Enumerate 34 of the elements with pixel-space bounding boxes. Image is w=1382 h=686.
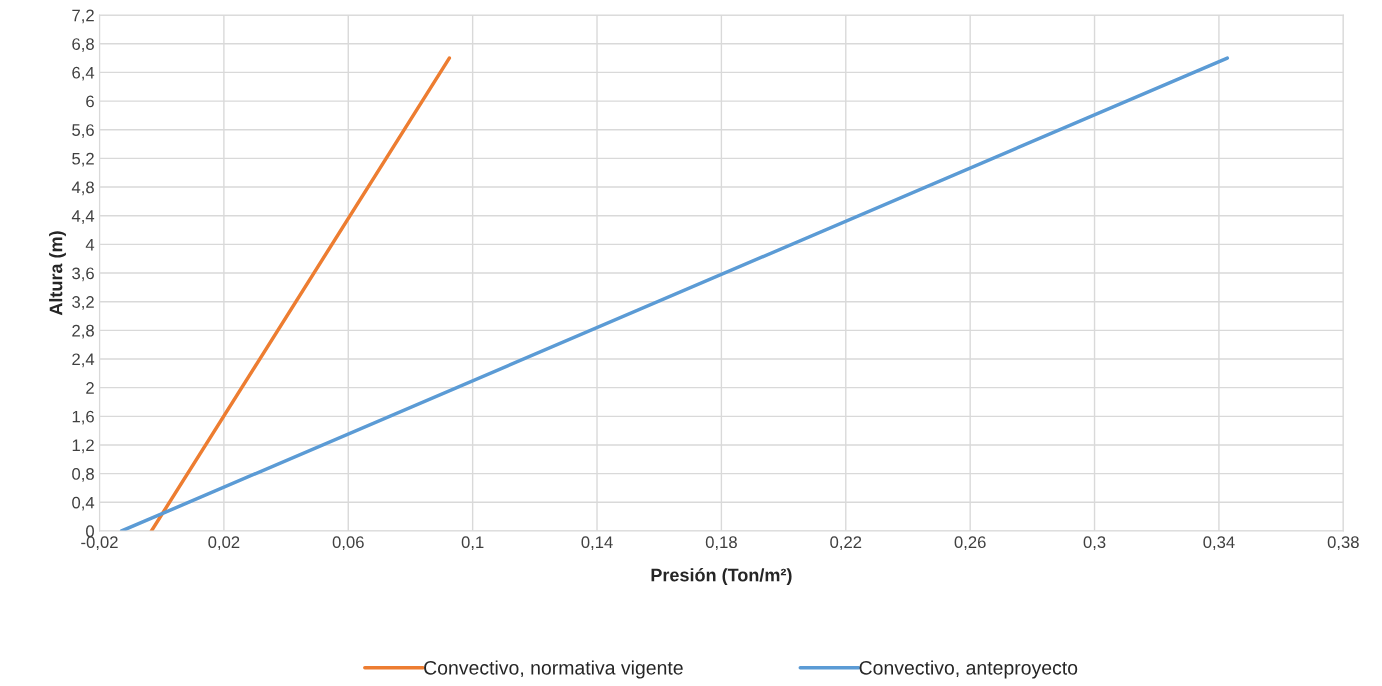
- x-tick-label: -0,02: [81, 536, 118, 551]
- legend-label: Convectivo, normativa vigente: [424, 660, 683, 679]
- y-tick-label: 4,4: [71, 210, 95, 224]
- y-tick-label: 3,2: [72, 296, 94, 310]
- y-tick-label: 6: [86, 95, 94, 108]
- y-tick-label: 2,4: [72, 353, 95, 368]
- y-tick-label: 3,6: [72, 267, 94, 282]
- x-tick-label: 0,1: [461, 536, 484, 551]
- y-tick-label: 6,4: [72, 66, 95, 81]
- y-tick-label: 5,6: [72, 124, 94, 138]
- x-tick-label: 0,38: [1327, 536, 1359, 551]
- x-tick-label: 0,06: [332, 536, 364, 551]
- y-tick-label: 5,2: [72, 152, 94, 167]
- y-tick-label: 2,8: [72, 324, 94, 339]
- x-tick-label: 0,34: [1203, 536, 1235, 551]
- y-axis-title: Altura (m): [49, 231, 66, 316]
- x-tick-label: 0,3: [1083, 536, 1106, 551]
- x-tick-label: 0,26: [954, 536, 986, 551]
- x-tick-label: 0,14: [581, 536, 613, 551]
- y-tick-label: 1,2: [72, 439, 94, 454]
- x-tick-label: 0,02: [208, 536, 240, 551]
- legend-label: Convectivo, anteproyecto: [859, 660, 1078, 679]
- y-tick-label: 4,8: [71, 181, 94, 196]
- y-tick-label: 2: [86, 382, 94, 394]
- y-tick-label: 1,6: [72, 410, 94, 425]
- x-tick-label: 0,22: [830, 536, 862, 551]
- x-axis-title: Presión (Ton/m²): [651, 568, 792, 586]
- x-tick-label: 0,18: [705, 536, 737, 551]
- y-tick-label: 0,4: [72, 496, 95, 511]
- y-tick-label: 4: [85, 238, 95, 251]
- y-tick-label: 7,2: [72, 9, 94, 24]
- y-tick-label: 0: [86, 525, 94, 538]
- y-tick-label: 6,8: [72, 38, 94, 52]
- y-tick-label: 0,8: [72, 468, 94, 482]
